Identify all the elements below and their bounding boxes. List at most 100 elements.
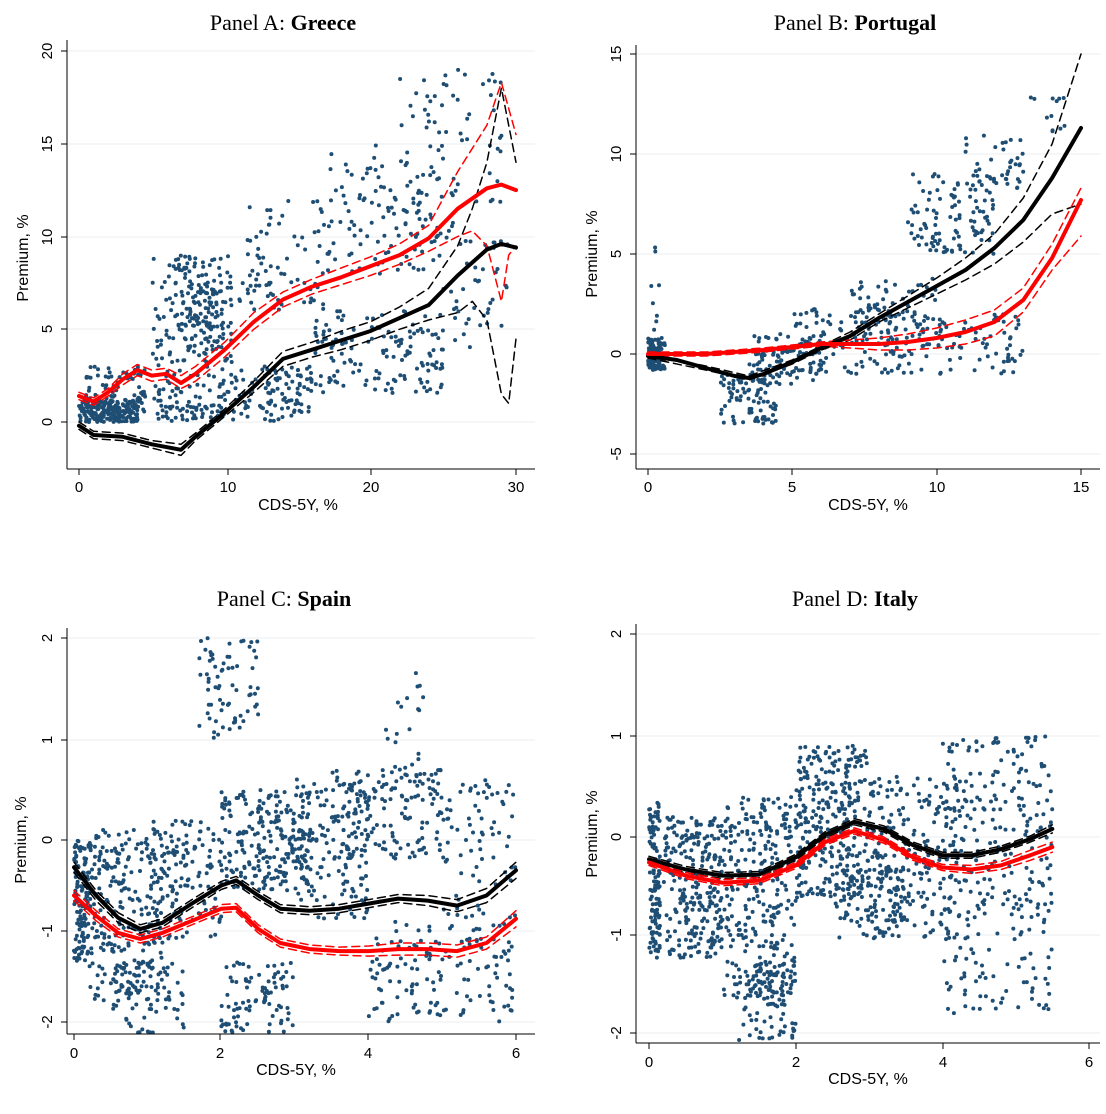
scatter-point <box>653 245 658 250</box>
panel-b-x-tick-label: 15 <box>1073 479 1090 496</box>
scatter-point <box>650 301 655 306</box>
scatter-point <box>744 381 749 386</box>
scatter-point <box>173 280 178 285</box>
scatter-point <box>1058 126 1063 131</box>
panel-c-x-tick-label: 6 <box>512 1045 520 1062</box>
scatter-point <box>792 922 797 927</box>
scatter-point <box>648 940 653 945</box>
scatter-point <box>127 990 132 995</box>
scatter-point <box>102 858 107 863</box>
scatter-point <box>120 847 125 852</box>
scatter-point <box>446 228 451 233</box>
scatter-point <box>926 197 931 202</box>
scatter-point <box>779 992 784 997</box>
scatter-point <box>107 941 112 946</box>
scatter-point <box>864 933 869 938</box>
panel-b-y-tick-label: 15 <box>608 46 625 63</box>
scatter-point <box>736 832 741 837</box>
scatter-point <box>779 1002 784 1007</box>
scatter-point <box>918 227 923 232</box>
scatter-point <box>895 780 900 785</box>
scatter-point <box>393 764 398 769</box>
scatter-point <box>709 945 714 950</box>
scatter-point <box>855 878 859 883</box>
scatter-point <box>462 72 467 77</box>
scatter-point <box>779 881 784 885</box>
scatter-point <box>198 311 203 316</box>
scatter-point <box>966 910 971 915</box>
scatter-point <box>280 962 285 967</box>
scatter-point <box>144 846 149 851</box>
scatter-point <box>798 797 803 802</box>
scatter-point <box>789 915 794 920</box>
scatter-point <box>121 415 125 420</box>
scatter-point <box>853 781 858 786</box>
scatter-point <box>944 815 949 820</box>
scatter-point <box>77 413 82 418</box>
scatter-point <box>143 394 148 399</box>
scatter-point <box>309 371 313 375</box>
scatter-point <box>159 887 163 891</box>
scatter-point <box>653 875 658 880</box>
scatter-point <box>492 240 497 245</box>
scatter-point <box>818 358 823 363</box>
scatter-point <box>403 806 408 810</box>
scatter-point <box>219 280 224 285</box>
scatter-point <box>713 903 718 908</box>
scatter-point <box>80 949 85 954</box>
scatter-point <box>718 380 723 385</box>
scatter-point <box>322 222 326 227</box>
scatter-point <box>727 381 732 386</box>
scatter-point <box>948 367 953 372</box>
scatter-point <box>199 407 204 412</box>
scatter-point <box>146 996 151 1001</box>
scatter-point <box>925 316 930 321</box>
panel-a-y-tick-label: 5 <box>39 325 56 333</box>
scatter-point <box>112 943 117 948</box>
scatter-point <box>769 940 774 945</box>
scatter-point <box>755 820 760 825</box>
scatter-point <box>975 880 980 885</box>
scatter-point <box>648 815 653 820</box>
scatter-point <box>242 866 247 870</box>
scatter-point <box>653 948 658 953</box>
panel-b-x-tick-label: 10 <box>929 479 946 496</box>
scatter-point <box>422 78 426 83</box>
scatter-point <box>357 196 362 201</box>
scatter-point <box>861 753 866 758</box>
scatter-point <box>650 339 655 344</box>
scatter-point <box>395 995 400 1000</box>
scatter-point <box>706 855 711 860</box>
scatter-point <box>306 409 311 414</box>
scatter-point <box>257 868 262 873</box>
scatter-point <box>183 275 187 280</box>
panel-c-y-tick-label: 2 <box>39 634 56 642</box>
scatter-point <box>855 755 860 760</box>
scatter-point <box>669 850 674 855</box>
panel-a-y-tick-label: 10 <box>39 229 56 246</box>
scatter-point <box>726 386 731 390</box>
scatter-point <box>908 883 913 888</box>
scatter-point <box>985 342 989 347</box>
scatter-point <box>652 832 657 837</box>
scatter-point <box>450 224 454 229</box>
scatter-point <box>755 894 760 899</box>
scatter-point <box>423 314 428 319</box>
scatter-point <box>289 365 294 370</box>
scatter-point <box>509 1008 514 1013</box>
scatter-point <box>268 855 272 860</box>
scatter-point <box>916 791 921 796</box>
scatter-point <box>299 792 304 797</box>
scatter-point <box>127 896 132 901</box>
scatter-point <box>432 120 437 125</box>
scatter-point <box>426 368 431 373</box>
scatter-point <box>245 709 250 714</box>
scatter-point <box>712 938 717 943</box>
scatter-point <box>827 769 832 774</box>
scatter-point <box>195 382 200 387</box>
scatter-point <box>174 844 179 849</box>
scatter-point <box>417 200 422 205</box>
scatter-point <box>283 879 288 884</box>
scatter-point <box>175 1016 180 1021</box>
scatter-point <box>215 409 220 414</box>
